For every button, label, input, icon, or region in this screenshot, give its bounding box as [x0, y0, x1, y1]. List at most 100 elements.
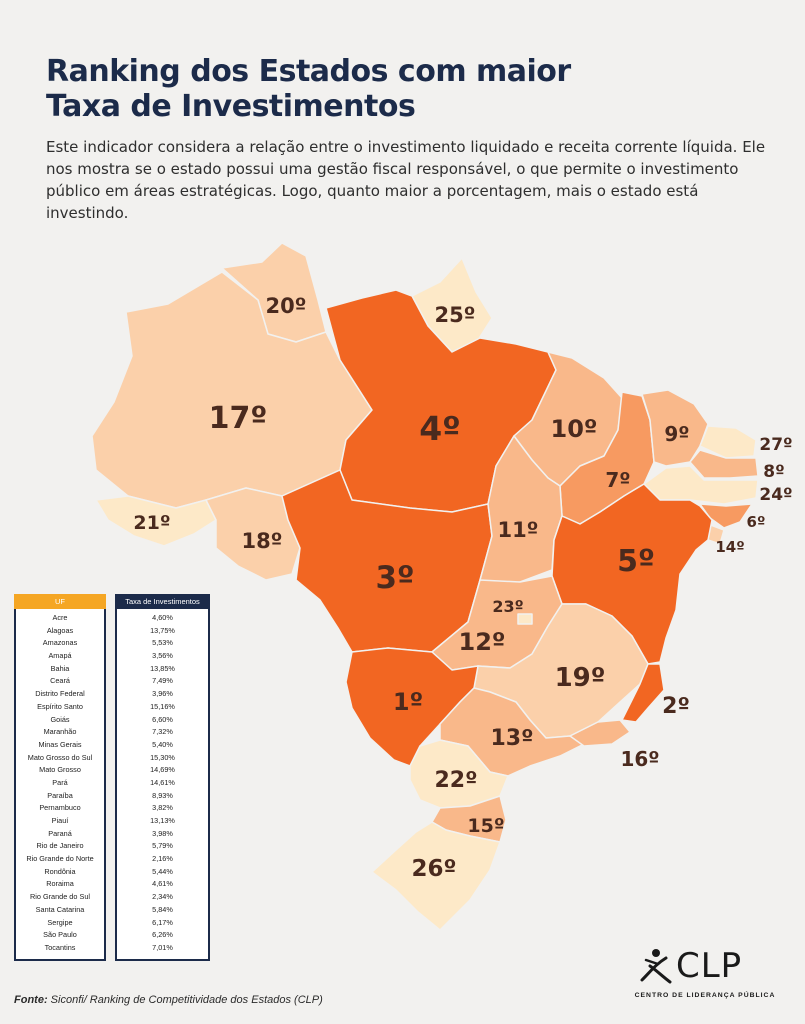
description: Este indicador considera a relação entre…	[46, 138, 766, 222]
table-row-taxa: 6,26%	[152, 930, 173, 940]
table-row-uf: Rio Grande do Sul	[29, 892, 91, 902]
table-row-uf: Tocantins	[44, 942, 76, 952]
state-espirito-santo	[621, 663, 665, 723]
table-row-taxa: 6,60%	[152, 714, 173, 724]
table-row-uf: Mato Grosso	[39, 765, 81, 775]
table-row-taxa: 7,49%	[152, 676, 173, 686]
table-row-uf: Minas Gerais	[38, 739, 82, 749]
label-minas-gerais: 19º	[555, 663, 606, 693]
state-rondonia	[205, 487, 301, 581]
table-row-uf: Santa Catarina	[35, 904, 85, 914]
label-santa-catarina: 15º	[467, 815, 504, 837]
table-row-taxa: 13,13%	[150, 816, 175, 825]
table-row-uf: São Paulo	[43, 930, 77, 940]
table-row-taxa: 4,61%	[152, 879, 173, 889]
table-row-uf: Maranhão	[43, 727, 77, 737]
clp-logo: CLP CENTRO DE LIDERANÇA PÚBLICA	[630, 946, 780, 1004]
table-row-uf: Pernambuco	[39, 803, 81, 813]
state-tocantins	[479, 435, 563, 587]
label-ceara: 9º	[664, 422, 689, 446]
table-row-uf: Rio Grande do Norte	[26, 854, 94, 864]
table-row-taxa: 3,96%	[152, 689, 173, 699]
table-row-taxa: 2,34%	[152, 892, 173, 902]
state-acre	[95, 495, 217, 547]
label-paraiba: 8º	[763, 462, 784, 482]
table-row-taxa: 5,40%	[152, 739, 173, 749]
taxa-rows: 4,60% 13,75% 5,53% 3,56% 13,85% 7,49% 3,96% 15,…	[117, 609, 208, 959]
table-row-uf: Alagoas	[46, 625, 74, 635]
table-row-uf: Bahia	[50, 663, 70, 673]
table-row-taxa: 14,61%	[150, 777, 175, 787]
table-row-taxa: 7,32%	[152, 727, 173, 737]
label-bahia: 5º	[617, 544, 655, 579]
label-roraima: 20º	[265, 294, 306, 318]
taxa-column: Taxa de Investimentos 4,60% 13,75% 5,53% 3,…	[115, 594, 210, 961]
label-mato-grosso-do-sul: 1º	[393, 688, 423, 716]
table-row-uf: Goiás	[50, 714, 70, 724]
title-line-2: Taxa de Investimentos	[46, 89, 416, 124]
table-row-uf: Rio de Janeiro	[36, 841, 84, 851]
label-mato-grosso: 3º	[375, 560, 414, 596]
table-row-taxa: 7,01%	[152, 942, 173, 952]
page-title: Ranking dos Estados com maior Taxa de In…	[46, 54, 571, 124]
table-row-uf: Amapá	[48, 651, 72, 661]
label-rio-grande-do-norte: 27º	[759, 435, 792, 455]
table-row-uf: Amazonas	[42, 638, 78, 648]
state-ceara	[641, 389, 709, 467]
table-row-taxa: 5,84%	[152, 904, 173, 914]
table-row-uf: Espírito Santo	[37, 701, 83, 711]
label-acre: 21º	[133, 512, 170, 534]
table-row-uf: Roraima	[46, 879, 74, 889]
table-row-uf: Rondônia	[44, 866, 76, 876]
table-row-uf: Pará	[52, 777, 68, 787]
label-maranhao: 10º	[551, 415, 598, 443]
table-row-taxa: 3,98%	[152, 828, 173, 838]
state-rio-grande-do-sul	[371, 821, 501, 931]
clp-logo-subtitle: CENTRO DE LIDERANÇA PÚBLICA	[634, 992, 776, 999]
table-row-taxa: 5,79%	[152, 841, 173, 851]
label-rondonia: 18º	[241, 529, 282, 553]
table-row-taxa: 2,16%	[152, 854, 173, 864]
table-row-taxa: 5,44%	[152, 866, 173, 876]
table-row-taxa: 5,53%	[152, 638, 173, 648]
uf-header: UF	[14, 594, 106, 609]
clp-logo-text: CLP	[676, 946, 743, 986]
title-line-1: Ranking dos Estados com maior	[46, 54, 571, 89]
source-label: Fonte:	[14, 994, 48, 1006]
table-row-uf: Sergipe	[47, 917, 73, 927]
uf-rows: Acre Alagoas Amazonas Amapá Bahia Ceará Distri…	[16, 609, 104, 959]
state-distrito-federal	[517, 613, 533, 625]
table-row-taxa: 15,30%	[150, 752, 175, 762]
label-goias: 12º	[459, 628, 506, 656]
taxa-header: Taxa de Investimentos	[115, 594, 210, 609]
table-row-uf: Piauí	[51, 816, 69, 825]
table-row-taxa: 3,82%	[152, 803, 173, 813]
state-rio-de-janeiro	[569, 719, 631, 747]
table-row-uf: Acre	[52, 613, 68, 622]
label-distrito-federal: 23º	[492, 597, 523, 616]
label-pernambuco: 24º	[759, 485, 792, 505]
table-row-uf: Ceará	[50, 676, 70, 686]
label-amapa: 25º	[434, 303, 475, 327]
table-row-taxa: 14,69%	[150, 765, 175, 775]
source-note: Fonte: Siconfi/ Ranking de Competitivida…	[14, 994, 323, 1006]
label-sergipe: 14º	[715, 538, 744, 556]
label-tocantins: 11º	[497, 518, 538, 542]
source-text: Siconfi/ Ranking de Competitividade dos …	[50, 994, 323, 1006]
table-row-taxa: 4,60%	[152, 613, 173, 622]
label-rio-de-janeiro: 16º	[620, 747, 659, 771]
table-row-taxa: 6,17%	[152, 917, 173, 927]
state-paraiba	[689, 449, 759, 479]
clp-logo-icon	[640, 949, 672, 984]
label-sao-paulo: 13º	[490, 726, 533, 751]
label-amazonas: 17º	[209, 401, 268, 436]
label-parana: 22º	[434, 768, 477, 793]
label-espirito-santo: 2º	[662, 694, 690, 719]
table-row-taxa: 8,93%	[152, 790, 173, 800]
table-row-taxa: 13,85%	[150, 663, 175, 673]
table-row-uf: Distrito Federal	[35, 689, 85, 699]
table-row-uf: Mato Grosso do Sul	[27, 752, 93, 762]
label-rio-grande-do-sul: 26º	[412, 856, 457, 882]
table-row-taxa: 3,56%	[152, 651, 173, 661]
